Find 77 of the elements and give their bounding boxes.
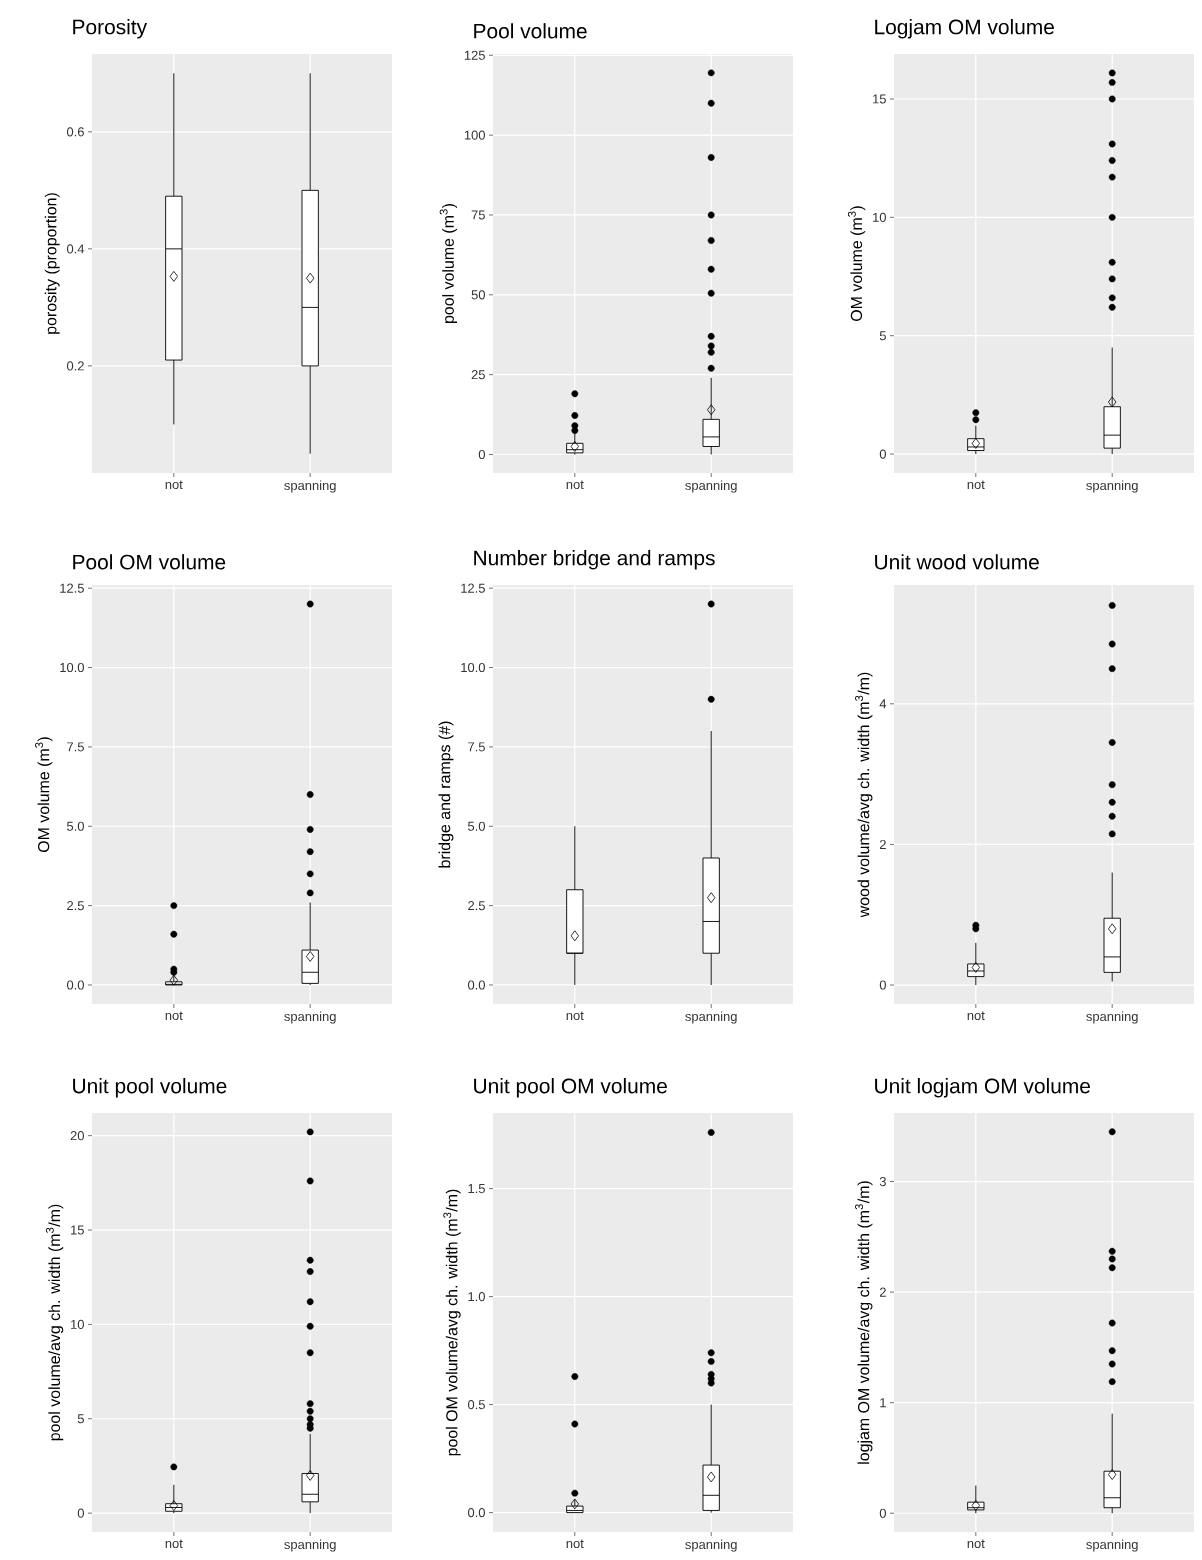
x-tick-label: spanning: [685, 1539, 737, 1552]
y-tick-label: 5.0: [66, 821, 84, 831]
y-tick-label: 0.0: [467, 980, 485, 990]
x-tick-label: spanning: [1086, 1011, 1138, 1024]
y-tick-label: 0: [879, 980, 886, 990]
y-tick-label: 0: [879, 449, 886, 459]
y-tick-label: 10.0: [461, 662, 485, 673]
y-tick-label: 0: [879, 1508, 886, 1518]
y-axis-title: logjam OM volume/avg ch. width (m$^{3}$/m): [855, 1181, 873, 1464]
x-tick-label: spanning: [685, 480, 737, 493]
x-tick-label: spanning: [685, 1011, 737, 1024]
y-tick-label: 0.4: [66, 244, 85, 254]
y-tick-label: 15: [873, 94, 886, 104]
y-tick-label: 12.5: [461, 583, 485, 593]
chart-title: Porosity: [73, 19, 148, 39]
chart-title: Unit pool OM volume: [474, 1078, 667, 1098]
x-tick-label: not: [967, 480, 985, 490]
y-axis-title: pool volume/avg ch. width (m$^{3}$/m): [45, 1204, 64, 1441]
y-axis-title: OM volume (m$^{3}$): [847, 206, 866, 322]
y-tick-label: 0.6: [66, 127, 84, 137]
y-tick-label: 12.5: [60, 583, 84, 593]
x-tick-label: not: [967, 1539, 985, 1549]
y-tick-label: 0.2: [66, 361, 84, 371]
y-tick-label: 10.0: [60, 662, 84, 673]
y-tick-label: 0.5: [467, 1400, 485, 1410]
y-tick-label: 3: [879, 1176, 886, 1187]
chart-title: Unit logjam OM volume: [875, 1078, 1090, 1098]
x-tick-label: spanning: [284, 480, 336, 493]
x-tick-label: spanning: [284, 1011, 336, 1024]
y-tick-label: 20: [70, 1131, 84, 1141]
y-tick-label: 0.0: [66, 980, 84, 990]
y-tick-label: 1: [880, 1398, 886, 1408]
y-tick-label: 75: [471, 210, 485, 220]
y-tick-label: 7.5: [67, 742, 84, 752]
y-tick-label: 2: [879, 839, 886, 849]
x-tick-label: spanning: [1086, 1539, 1138, 1552]
x-tick-label: not: [165, 1011, 183, 1021]
y-tick-label: 10: [873, 212, 886, 222]
y-tick-label: 15: [71, 1225, 84, 1235]
chart-title: Number bridge and ramps: [474, 550, 715, 570]
y-tick-label: 100: [464, 130, 485, 140]
y-tick-label: 0: [478, 449, 485, 460]
y-tick-label: 1.0: [468, 1292, 485, 1302]
y-axis-title: porosity (proportion): [44, 193, 60, 334]
y-tick-label: 5.0: [468, 821, 485, 831]
x-tick-label: not: [566, 480, 584, 490]
y-axis-title: wood volume/avg ch. width (m$^{3}$/m): [855, 672, 873, 918]
x-tick-label: not: [165, 1539, 183, 1549]
y-tick-label: 0: [77, 1508, 84, 1518]
chart-title: Pool volume: [474, 23, 587, 39]
x-tick-label: not: [566, 1011, 584, 1021]
x-tick-label: not: [967, 1011, 985, 1021]
y-tick-label: 25: [471, 370, 485, 380]
y-axis-title: OM volume (m$^{3}$): [35, 737, 53, 853]
y-tick-label: 2: [879, 1287, 886, 1297]
y-tick-label: 4: [879, 699, 887, 709]
y-axis-title: pool volume (m$^{3}$): [439, 204, 458, 323]
y-tick-label: 125: [464, 50, 485, 60]
y-tick-label: 50: [471, 290, 485, 300]
y-tick-label: 2.5: [468, 901, 485, 911]
x-tick-label: spanning: [1086, 480, 1138, 493]
y-tick-label: 7.5: [468, 742, 485, 752]
chart-title: Unit wood volume: [875, 554, 1039, 570]
y-tick-label: 10: [71, 1319, 84, 1329]
y-tick-label: 2.5: [67, 901, 84, 911]
y-tick-label: 0.0: [467, 1507, 485, 1518]
x-tick-label: not: [165, 480, 183, 490]
y-tick-label: 5: [879, 331, 886, 341]
y-axis-title: bridge and ramps (#): [438, 721, 454, 868]
y-axis-title: pool OM volume/avg ch. width (m$^{3}$/m): [443, 1189, 461, 1456]
chart-title: Logjam OM volume: [875, 19, 1054, 39]
y-tick-label: 5: [77, 1414, 84, 1424]
chart-title: Pool OM volume: [73, 554, 226, 570]
x-tick-label: spanning: [284, 1539, 336, 1552]
y-tick-label: 1.5: [468, 1184, 485, 1194]
x-tick-label: not: [566, 1539, 584, 1549]
chart-title: Unit pool volume: [73, 1078, 227, 1098]
